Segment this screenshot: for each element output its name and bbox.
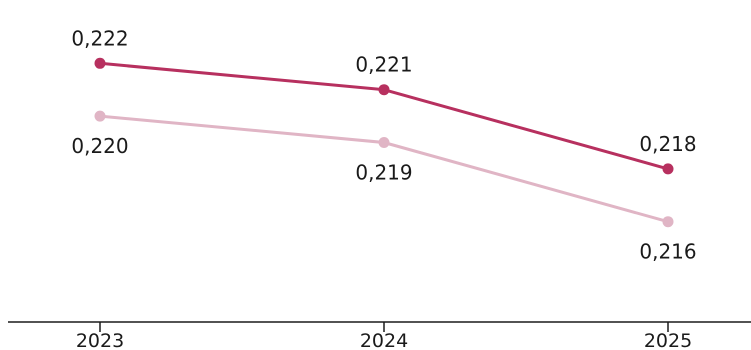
series-1-point (662, 163, 674, 175)
series-1-data-label: 0,222 (71, 26, 128, 50)
series-2-data-label: 0,216 (639, 240, 696, 264)
series-2-point (662, 216, 674, 228)
series-1-line (99, 61, 669, 171)
series-1-point (378, 84, 390, 96)
data-labels: 0,222 0,221 0,218 0,220 0,219 0,216 (71, 26, 696, 263)
x-tick-label: 2023 (76, 330, 124, 350)
series-2-data-label: 0,219 (355, 161, 412, 185)
series-2-point (378, 137, 390, 148)
series-layer (94, 57, 674, 228)
x-axis: 2023 2024 2025 (8, 321, 751, 350)
series-1-data-label: 0,218 (639, 132, 696, 156)
series-1-data-label: 0,221 (355, 53, 412, 77)
series-1-point (94, 57, 106, 69)
x-tick-label: 2024 (360, 330, 408, 350)
series-2-point (94, 110, 106, 122)
series-2-data-label: 0,220 (71, 134, 128, 158)
x-tick-label: 2025 (644, 330, 692, 350)
